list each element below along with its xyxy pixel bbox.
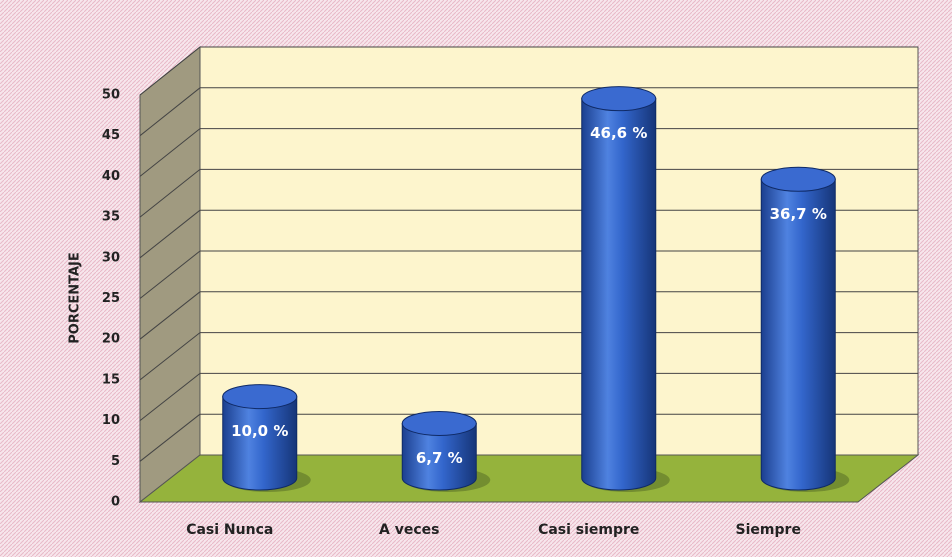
y-tick-label: 20 <box>102 332 120 347</box>
grid-line <box>139 291 201 340</box>
y-tick-label: 45 <box>102 128 120 143</box>
bar-top <box>401 410 477 436</box>
y-tick-label: 30 <box>102 250 120 265</box>
grid-line <box>139 250 201 299</box>
bar-top <box>581 86 657 112</box>
y-tick-label: 50 <box>102 88 120 103</box>
y-tick-label: 35 <box>102 210 120 225</box>
bar-top <box>222 384 298 410</box>
grid-line <box>139 209 201 259</box>
x-tick-label: Casi siempre <box>538 522 639 538</box>
x-tick-label: Casi Nunca <box>186 522 273 538</box>
grid-line <box>139 332 201 381</box>
x-tick-label: Siempre <box>736 522 801 538</box>
bar-top <box>760 166 836 192</box>
data-label: 10,0 % <box>231 422 288 440</box>
y-axis-title: PORCENTAJE <box>68 252 83 344</box>
grid-line <box>139 87 201 137</box>
grid-line <box>139 169 201 218</box>
y-tick-label: 0 <box>111 495 120 510</box>
bar <box>760 178 836 491</box>
y-tick-label: 40 <box>102 169 120 184</box>
grid-line <box>139 128 201 177</box>
y-tick-label: 15 <box>102 372 120 387</box>
grid-line <box>139 46 201 96</box>
data-label: 46,6 % <box>590 124 647 142</box>
data-label: 6,7 % <box>416 449 463 467</box>
grid-line <box>139 413 201 462</box>
bar <box>581 98 657 491</box>
bar <box>401 422 477 491</box>
data-label: 36,7 % <box>770 205 827 223</box>
grid-line <box>139 373 201 421</box>
x-tick-label: A veces <box>379 522 439 538</box>
y-tick-label: 10 <box>102 413 120 428</box>
floor <box>138 454 920 503</box>
y-tick-label: 25 <box>102 291 120 306</box>
y-tick-label: 5 <box>111 454 120 469</box>
bar <box>222 396 298 491</box>
